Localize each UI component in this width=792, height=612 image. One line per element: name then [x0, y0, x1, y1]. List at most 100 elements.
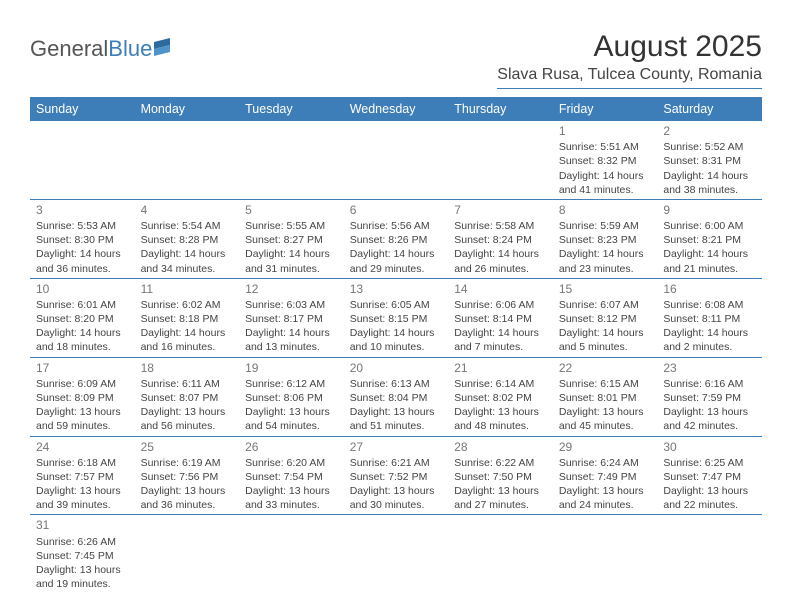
daylight-text: Daylight: 14 hours and 21 minutes. [663, 247, 756, 275]
calendar-day-cell [239, 121, 344, 199]
day-number: 27 [350, 439, 443, 455]
sunset-text: Sunset: 7:49 PM [559, 470, 652, 484]
col-saturday: Saturday [657, 97, 762, 121]
calendar-day-cell [448, 515, 553, 593]
day-number: 20 [350, 360, 443, 376]
calendar-week-row: 10Sunrise: 6:01 AMSunset: 8:20 PMDayligh… [30, 278, 762, 357]
day-number: 31 [36, 517, 129, 533]
daylight-text: Daylight: 13 hours and 22 minutes. [663, 484, 756, 512]
daylight-text: Daylight: 14 hours and 23 minutes. [559, 247, 652, 275]
sunrise-text: Sunrise: 6:05 AM [350, 298, 443, 312]
sunset-text: Sunset: 8:28 PM [141, 233, 234, 247]
sunrise-text: Sunrise: 6:18 AM [36, 456, 129, 470]
calendar-day-cell: 12Sunrise: 6:03 AMSunset: 8:17 PMDayligh… [239, 278, 344, 357]
col-tuesday: Tuesday [239, 97, 344, 121]
calendar-day-cell [553, 515, 658, 593]
daylight-text: Daylight: 14 hours and 38 minutes. [663, 169, 756, 197]
daylight-text: Daylight: 14 hours and 5 minutes. [559, 326, 652, 354]
sunset-text: Sunset: 8:27 PM [245, 233, 338, 247]
col-friday: Friday [553, 97, 658, 121]
calendar-day-cell [657, 515, 762, 593]
sunrise-text: Sunrise: 5:53 AM [36, 219, 129, 233]
day-number: 11 [141, 281, 234, 297]
daylight-text: Daylight: 14 hours and 10 minutes. [350, 326, 443, 354]
day-number: 22 [559, 360, 652, 376]
location-text: Slava Rusa, Tulcea County, Romania [497, 66, 762, 89]
sunset-text: Sunset: 8:02 PM [454, 391, 547, 405]
calendar-day-cell [344, 515, 449, 593]
calendar-day-cell: 16Sunrise: 6:08 AMSunset: 8:11 PMDayligh… [657, 278, 762, 357]
calendar-day-cell: 9Sunrise: 6:00 AMSunset: 8:21 PMDaylight… [657, 199, 762, 278]
daylight-text: Daylight: 14 hours and 2 minutes. [663, 326, 756, 354]
calendar-day-cell: 30Sunrise: 6:25 AMSunset: 7:47 PMDayligh… [657, 436, 762, 515]
calendar-day-cell: 8Sunrise: 5:59 AMSunset: 8:23 PMDaylight… [553, 199, 658, 278]
sunset-text: Sunset: 7:57 PM [36, 470, 129, 484]
sunset-text: Sunset: 8:18 PM [141, 312, 234, 326]
logo-flag-icon [154, 36, 178, 62]
daylight-text: Daylight: 13 hours and 24 minutes. [559, 484, 652, 512]
sunrise-text: Sunrise: 5:52 AM [663, 140, 756, 154]
day-number: 17 [36, 360, 129, 376]
sunset-text: Sunset: 8:06 PM [245, 391, 338, 405]
calendar-day-cell: 17Sunrise: 6:09 AMSunset: 8:09 PMDayligh… [30, 357, 135, 436]
sunset-text: Sunset: 8:09 PM [36, 391, 129, 405]
col-monday: Monday [135, 97, 240, 121]
day-number: 18 [141, 360, 234, 376]
calendar-day-cell: 1Sunrise: 5:51 AMSunset: 8:32 PMDaylight… [553, 121, 658, 199]
daylight-text: Daylight: 13 hours and 19 minutes. [36, 563, 129, 591]
calendar-day-cell: 27Sunrise: 6:21 AMSunset: 7:52 PMDayligh… [344, 436, 449, 515]
day-number: 2 [663, 123, 756, 139]
day-number: 5 [245, 202, 338, 218]
calendar-day-cell: 21Sunrise: 6:14 AMSunset: 8:02 PMDayligh… [448, 357, 553, 436]
sunrise-text: Sunrise: 6:14 AM [454, 377, 547, 391]
day-number: 8 [559, 202, 652, 218]
daylight-text: Daylight: 13 hours and 27 minutes. [454, 484, 547, 512]
calendar-week-row: 17Sunrise: 6:09 AMSunset: 8:09 PMDayligh… [30, 357, 762, 436]
day-number: 15 [559, 281, 652, 297]
sunrise-text: Sunrise: 6:25 AM [663, 456, 756, 470]
calendar-day-cell: 26Sunrise: 6:20 AMSunset: 7:54 PMDayligh… [239, 436, 344, 515]
sunset-text: Sunset: 8:12 PM [559, 312, 652, 326]
daylight-text: Daylight: 14 hours and 13 minutes. [245, 326, 338, 354]
day-number: 16 [663, 281, 756, 297]
sunset-text: Sunset: 8:26 PM [350, 233, 443, 247]
calendar-day-cell [344, 121, 449, 199]
calendar-day-cell: 20Sunrise: 6:13 AMSunset: 8:04 PMDayligh… [344, 357, 449, 436]
daylight-text: Daylight: 14 hours and 29 minutes. [350, 247, 443, 275]
calendar-week-row: 31Sunrise: 6:26 AMSunset: 7:45 PMDayligh… [30, 515, 762, 593]
daylight-text: Daylight: 13 hours and 39 minutes. [36, 484, 129, 512]
sunrise-text: Sunrise: 6:24 AM [559, 456, 652, 470]
day-number: 13 [350, 281, 443, 297]
sunset-text: Sunset: 8:24 PM [454, 233, 547, 247]
daylight-text: Daylight: 14 hours and 18 minutes. [36, 326, 129, 354]
calendar-day-cell: 29Sunrise: 6:24 AMSunset: 7:49 PMDayligh… [553, 436, 658, 515]
calendar-day-cell: 18Sunrise: 6:11 AMSunset: 8:07 PMDayligh… [135, 357, 240, 436]
calendar-day-cell: 11Sunrise: 6:02 AMSunset: 8:18 PMDayligh… [135, 278, 240, 357]
sunrise-text: Sunrise: 6:15 AM [559, 377, 652, 391]
sunrise-text: Sunrise: 6:21 AM [350, 456, 443, 470]
day-number: 19 [245, 360, 338, 376]
sunset-text: Sunset: 8:01 PM [559, 391, 652, 405]
sunset-text: Sunset: 7:54 PM [245, 470, 338, 484]
sunrise-text: Sunrise: 6:01 AM [36, 298, 129, 312]
calendar-day-cell [239, 515, 344, 593]
daylight-text: Daylight: 13 hours and 51 minutes. [350, 405, 443, 433]
sunrise-text: Sunrise: 6:20 AM [245, 456, 338, 470]
calendar-day-cell: 2Sunrise: 5:52 AMSunset: 8:31 PMDaylight… [657, 121, 762, 199]
calendar-day-cell: 24Sunrise: 6:18 AMSunset: 7:57 PMDayligh… [30, 436, 135, 515]
col-sunday: Sunday [30, 97, 135, 121]
daylight-text: Daylight: 13 hours and 59 minutes. [36, 405, 129, 433]
sunset-text: Sunset: 8:23 PM [559, 233, 652, 247]
col-thursday: Thursday [448, 97, 553, 121]
sunset-text: Sunset: 8:14 PM [454, 312, 547, 326]
daylight-text: Daylight: 14 hours and 36 minutes. [36, 247, 129, 275]
daylight-text: Daylight: 13 hours and 33 minutes. [245, 484, 338, 512]
sunrise-text: Sunrise: 6:13 AM [350, 377, 443, 391]
sunrise-text: Sunrise: 6:12 AM [245, 377, 338, 391]
calendar-day-cell [448, 121, 553, 199]
daylight-text: Daylight: 13 hours and 54 minutes. [245, 405, 338, 433]
sunset-text: Sunset: 8:20 PM [36, 312, 129, 326]
day-number: 7 [454, 202, 547, 218]
day-number: 3 [36, 202, 129, 218]
sunrise-text: Sunrise: 6:02 AM [141, 298, 234, 312]
